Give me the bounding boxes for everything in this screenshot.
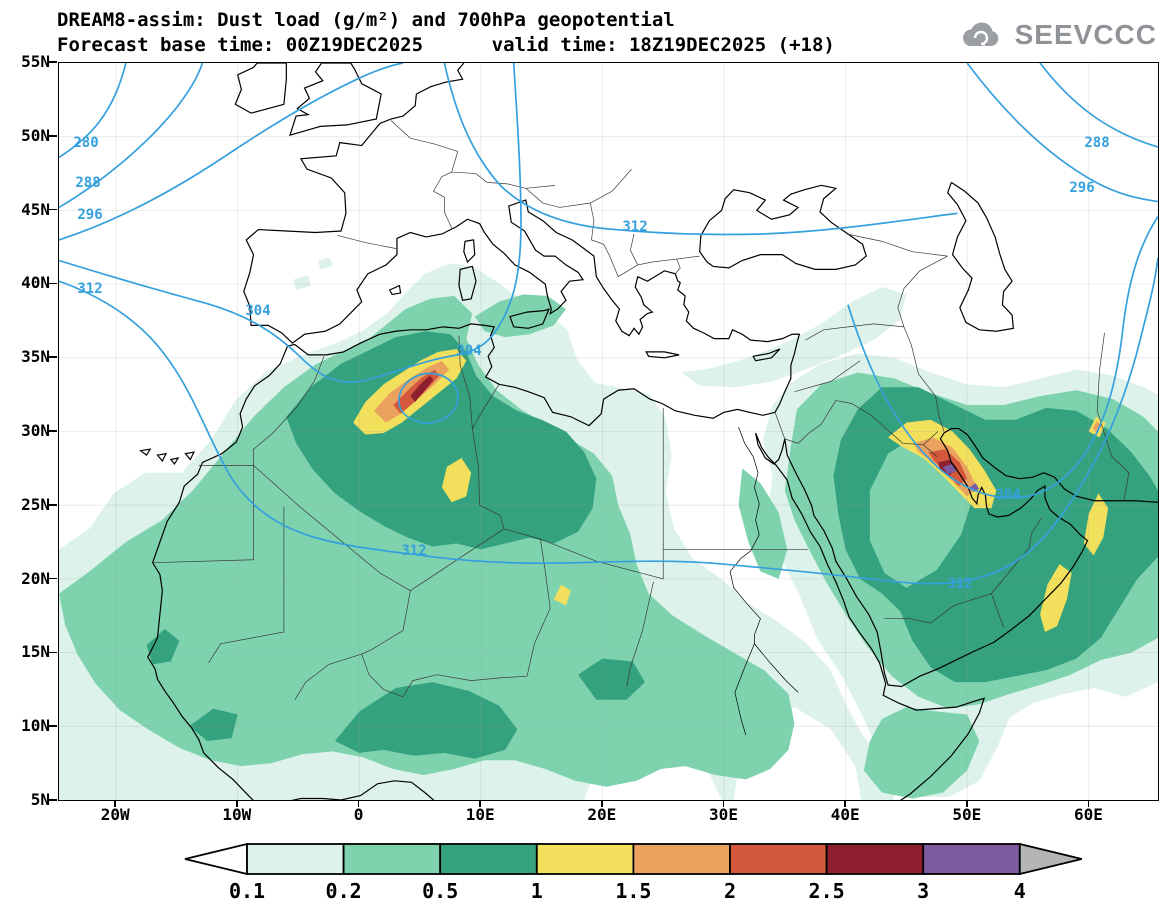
colorbar-segment bbox=[922, 843, 1021, 875]
colorbar-segment bbox=[535, 843, 635, 875]
colorbar-tick-label: 2.5 bbox=[809, 879, 845, 903]
y-axis-tick-mark bbox=[49, 356, 57, 358]
dust-fill-layer bbox=[59, 257, 1158, 800]
colorbar-segment bbox=[729, 843, 828, 875]
colorbar-tick-label: 0.5 bbox=[422, 879, 458, 903]
x-axis-tick-mark bbox=[114, 800, 116, 807]
colorbar-segment bbox=[825, 843, 925, 875]
contour-label-312-arabia: 312 bbox=[947, 576, 973, 592]
x-axis-tick-mark bbox=[844, 800, 846, 807]
map-canvas bbox=[59, 63, 1158, 800]
dust-region-3 bbox=[942, 463, 980, 492]
y-axis-tick-label: 35N bbox=[21, 347, 50, 367]
y-axis-tick-mark bbox=[49, 577, 57, 580]
contour-label-304-gulf: 304 bbox=[995, 487, 1021, 503]
page-title: DREAM8-assim: Dust load (g/m²) and 700hP… bbox=[57, 9, 675, 31]
contour-label-280: 280 bbox=[73, 135, 99, 151]
x-axis-tick-label: 30E bbox=[709, 805, 738, 824]
dust-load-colorbar: 0.1 0.2 0.5 1 1.5 2 2.5 3 4 bbox=[184, 842, 1083, 903]
colorbar-tick-label: 1 bbox=[531, 879, 543, 903]
contour-label-296: 296 bbox=[77, 207, 103, 223]
y-axis-tick-mark bbox=[49, 282, 57, 285]
coastline-path bbox=[140, 63, 1158, 800]
x-axis-tick-mark bbox=[601, 800, 603, 807]
x-axis-tick-label: 0 bbox=[353, 805, 364, 824]
x-axis-tick-label: 10W bbox=[222, 805, 252, 824]
contour-label-312-sahara: 312 bbox=[401, 543, 427, 559]
contour-288-west bbox=[59, 63, 202, 207]
y-axis-tick-mark bbox=[49, 725, 57, 727]
colorbar-segment bbox=[439, 843, 538, 875]
x-axis-tick-mark bbox=[479, 800, 481, 807]
contour-312-balkan bbox=[444, 63, 957, 235]
colorbar-tick-label: 3 bbox=[917, 879, 929, 903]
x-axis-tick-mark bbox=[1087, 800, 1090, 807]
y-axis-tick-mark bbox=[49, 430, 57, 432]
contour-304-gulf bbox=[848, 216, 1158, 498]
colorbar-tick-label: 1.5 bbox=[615, 879, 651, 903]
logo-text: SEEVCCC bbox=[1014, 19, 1157, 50]
y-axis-tick-label: 40N bbox=[21, 273, 50, 293]
y-axis-tick-mark bbox=[49, 799, 57, 801]
colorbar-underflow-arrow bbox=[184, 842, 248, 876]
x-axis-tick-mark bbox=[357, 800, 360, 807]
x-axis-tick-mark bbox=[236, 800, 238, 807]
y-axis-tick-mark bbox=[49, 504, 57, 506]
x-axis-tick-label: 10E bbox=[465, 805, 495, 824]
y-axis-tick-label: 20N bbox=[21, 568, 50, 588]
colorbar-segment bbox=[342, 843, 442, 875]
y-axis-tick-mark bbox=[49, 651, 57, 654]
colorbar-overflow-arrow bbox=[1018, 842, 1083, 876]
y-axis-tick-label: 50N bbox=[21, 125, 50, 145]
y-axis-tick-label: 5N bbox=[30, 790, 50, 809]
x-axis-tick-mark bbox=[966, 800, 968, 807]
colorbar-tick-label: 0.2 bbox=[326, 879, 362, 903]
y-axis-tick-label: 45N bbox=[21, 199, 50, 219]
colorbar-segment bbox=[246, 843, 345, 875]
seevccc-logo: SEEVCCC bbox=[956, 18, 1157, 52]
y-axis-tick-label: 10N bbox=[21, 716, 50, 736]
contour-296-west bbox=[59, 63, 403, 240]
y-axis-tick-label: 55N bbox=[21, 52, 50, 71]
contour-label-288: 288 bbox=[75, 175, 101, 191]
x-axis-tick-label: 20W bbox=[100, 805, 130, 824]
contour-304-closed-low bbox=[399, 373, 458, 423]
contour-label-288-east: 288 bbox=[1084, 135, 1110, 151]
colorbar-segment bbox=[632, 843, 731, 875]
y-axis-tick-mark bbox=[49, 61, 57, 63]
x-axis-tick-mark bbox=[722, 800, 725, 807]
geopotential-contour-layer bbox=[59, 63, 1158, 584]
contour-label-304-iberia: 304 bbox=[245, 303, 271, 319]
x-axis-tick-label: 50E bbox=[952, 805, 982, 824]
contour-296-east bbox=[967, 63, 1158, 202]
colorbar-tick-label: 0.1 bbox=[229, 879, 265, 903]
colorbar-tick-label: 2 bbox=[724, 879, 736, 903]
x-axis-tick-label: 20E bbox=[587, 805, 617, 824]
contour-label-304-tunisia: 304 bbox=[456, 343, 482, 359]
contour-288-east bbox=[1040, 63, 1158, 147]
y-axis-tick-mark bbox=[49, 208, 57, 211]
contour-312-south bbox=[59, 258, 1158, 584]
contour-label-296-east: 296 bbox=[1069, 180, 1095, 196]
graticule-grid bbox=[59, 63, 1158, 800]
x-axis-tick-label: 40E bbox=[830, 805, 860, 824]
colorbar-tick-label: 4 bbox=[1014, 879, 1026, 903]
forecast-time-subtitle: Forecast base time: 00Z19DEC2025 valid t… bbox=[57, 34, 835, 56]
contour-280 bbox=[59, 63, 126, 157]
x-axis-tick-label: 60E bbox=[1074, 805, 1103, 824]
y-axis-tick-label: 30N bbox=[21, 421, 50, 440]
y-axis-tick-mark bbox=[49, 135, 57, 137]
contour-label-312-west: 312 bbox=[77, 281, 103, 297]
contour-304-west bbox=[59, 63, 521, 382]
contour-label-312-balkan: 312 bbox=[622, 219, 648, 235]
map-plot-area bbox=[58, 62, 1159, 801]
y-axis-tick-label: 25N bbox=[21, 494, 50, 514]
y-axis-tick-label: 15N bbox=[21, 642, 50, 662]
cloud-logo-icon bbox=[962, 22, 998, 47]
